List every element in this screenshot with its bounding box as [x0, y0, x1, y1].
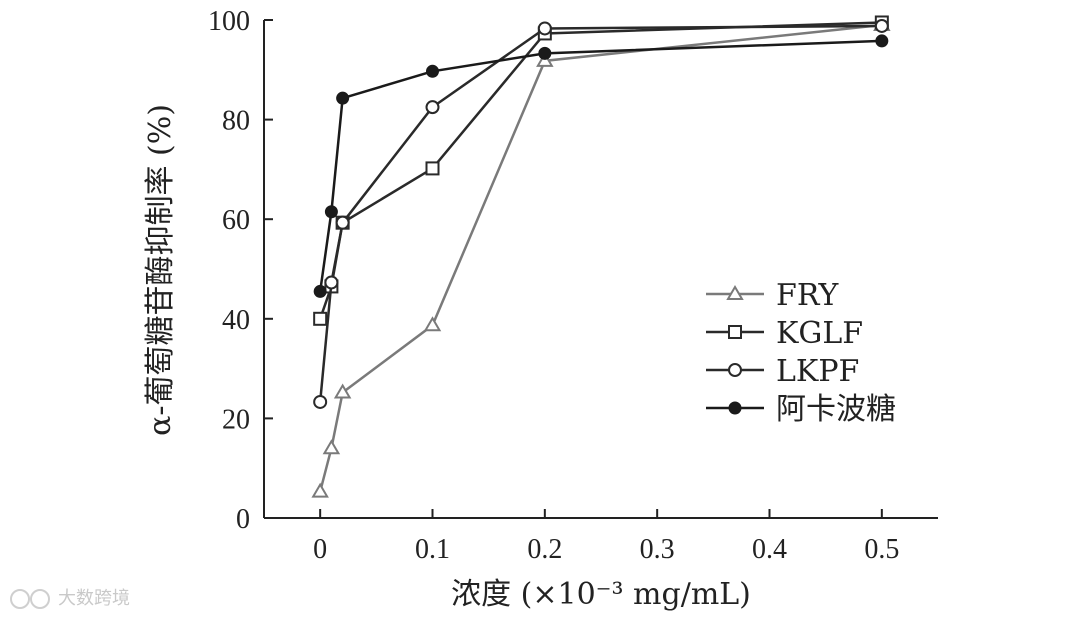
- watermark-logo-icon: [8, 586, 52, 609]
- data-point: [728, 363, 742, 377]
- data-point: [313, 284, 327, 298]
- data-point: [313, 311, 328, 326]
- axes: 0 20 40 60 80 100 0 0.1 0.2 0.3 0.4 0.5: [208, 6, 938, 565]
- data-point: [537, 21, 552, 36]
- data-point: [875, 34, 889, 48]
- legend-item: FRY: [706, 278, 839, 313]
- data-point: [728, 325, 742, 339]
- x-tick-label: 0.5: [864, 534, 899, 565]
- data-point: [425, 161, 440, 176]
- legend-label: LKPF: [776, 354, 859, 389]
- legend-label: FRY: [776, 278, 839, 313]
- x-tick-label: 0.4: [752, 534, 787, 565]
- series-line: [318, 21, 882, 320]
- series-layer: [311, 15, 891, 498]
- legend-label: KGLF: [776, 316, 863, 351]
- series-line: [318, 23, 882, 492]
- series-line: [318, 24, 882, 403]
- x-tick-label: 0.1: [415, 534, 450, 565]
- data-point: [324, 205, 338, 219]
- series-line: [318, 39, 882, 292]
- data-point: [425, 100, 440, 115]
- data-point: [335, 215, 350, 230]
- data-point: [874, 18, 889, 33]
- legend-item: 阿卡波糖: [706, 392, 896, 427]
- watermark-text: 大数跨境: [58, 588, 130, 609]
- data-point: [322, 439, 341, 455]
- series-4: [313, 34, 889, 298]
- data-point: [311, 482, 329, 498]
- watermark: 大数跨境: [8, 584, 130, 610]
- y-tick-label: 20: [222, 404, 250, 435]
- data-point: [313, 394, 328, 409]
- legend-item: LKPF: [706, 354, 859, 389]
- data-point: [726, 285, 744, 300]
- data-point: [423, 316, 442, 332]
- y-tick-label: 60: [222, 205, 250, 236]
- data-point: [336, 91, 350, 105]
- y-tick-label: 80: [222, 106, 250, 137]
- legend-item: KGLF: [706, 316, 863, 351]
- data-point: [324, 275, 339, 290]
- x-axis-title: 浓度 (×10⁻³ mg/mL): [451, 577, 751, 612]
- data-point: [728, 401, 742, 415]
- data-point: [426, 64, 439, 78]
- y-axis-title: α-葡萄糖苷酶抑制率 (%): [143, 104, 178, 436]
- x-tick-label: 0.3: [640, 534, 675, 565]
- data-point: [333, 383, 352, 399]
- y-tick-label: 40: [222, 305, 250, 336]
- data-point: [538, 46, 552, 60]
- x-tick-label: 0: [313, 534, 327, 565]
- legend-label: 阿卡波糖: [776, 392, 896, 427]
- series-3: [313, 18, 889, 409]
- y-tick-label: 0: [236, 504, 250, 535]
- y-tick-label: 100: [208, 6, 250, 37]
- x-tick-label: 0.2: [527, 534, 562, 565]
